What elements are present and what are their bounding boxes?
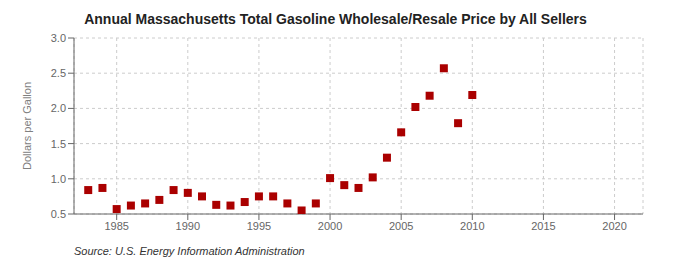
svg-text:1990: 1990 (176, 220, 200, 232)
svg-text:2020: 2020 (602, 220, 626, 232)
svg-text:1.0: 1.0 (51, 173, 66, 185)
svg-text:2010: 2010 (460, 220, 484, 232)
html-text:Annual Massachusetts Total Gas: Annual Massachusetts Total Gasoline Whol… (84, 11, 587, 27)
svg-text:0.5: 0.5 (51, 208, 66, 220)
svg-text:2015: 2015 (531, 220, 555, 232)
svg-text:2000: 2000 (318, 220, 342, 232)
svg-text:1985: 1985 (104, 220, 128, 232)
svg-text:2005: 2005 (389, 220, 413, 232)
svg-text:1995: 1995 (247, 220, 271, 232)
svg-text:2.0: 2.0 (51, 102, 66, 114)
svg-text:2.5: 2.5 (51, 67, 66, 79)
svg-text:1.5: 1.5 (51, 138, 66, 150)
svg-text:3.0: 3.0 (51, 32, 66, 44)
svg-text:Dollars per Gallon: Dollars per Gallon (21, 82, 33, 170)
html-text:Source: U.S. Energy Informatio: Source: U.S. Energy Information Administ… (74, 245, 305, 257)
